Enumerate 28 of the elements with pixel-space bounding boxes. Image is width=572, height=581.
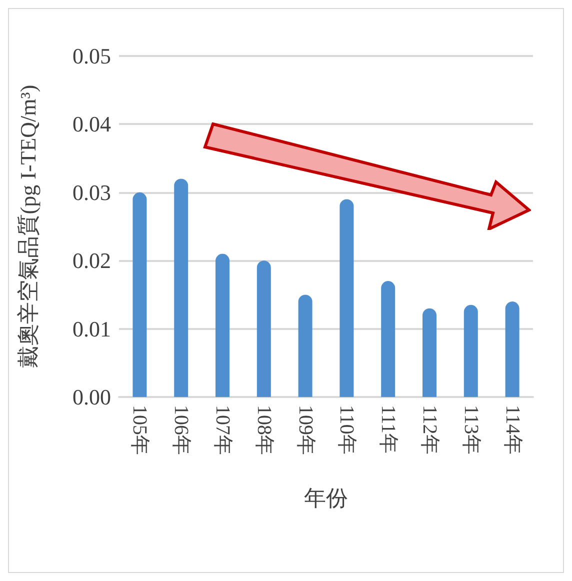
x-tick-label: 111年 [377, 405, 400, 454]
x-tick-label: 110年 [336, 405, 358, 454]
x-tick-label: 106年 [170, 405, 192, 455]
x-tick-label: 113年 [460, 405, 482, 454]
x-tick-label: 114年 [501, 405, 524, 454]
bar [340, 199, 354, 397]
x-tick-label: 107年 [212, 405, 234, 455]
y-tick-label: 0.02 [72, 248, 111, 274]
y-tick-label: 0.03 [72, 180, 111, 205]
x-tick-label: 108年 [252, 405, 275, 455]
bar [216, 254, 230, 397]
bar [505, 302, 520, 397]
y-tick-label: 0.05 [72, 44, 111, 68]
bar [422, 308, 436, 397]
bar [256, 260, 271, 397]
x-axis-title: 年份 [304, 486, 348, 510]
bar [132, 192, 147, 397]
y-axis-title: 戴奧辛空氣品質(pg I-TEQ/m³) [16, 84, 40, 368]
y-tick-label: 0.04 [72, 112, 111, 137]
bar [174, 178, 188, 397]
x-tick-label: 109年 [294, 405, 316, 455]
x-tick-label: 112年 [418, 405, 440, 454]
x-tick-label: 105年 [128, 405, 151, 455]
bar [298, 294, 312, 397]
y-tick-label: 0.00 [72, 384, 111, 410]
bar [381, 281, 396, 397]
bar [464, 304, 478, 397]
y-tick-label: 0.01 [72, 316, 111, 342]
